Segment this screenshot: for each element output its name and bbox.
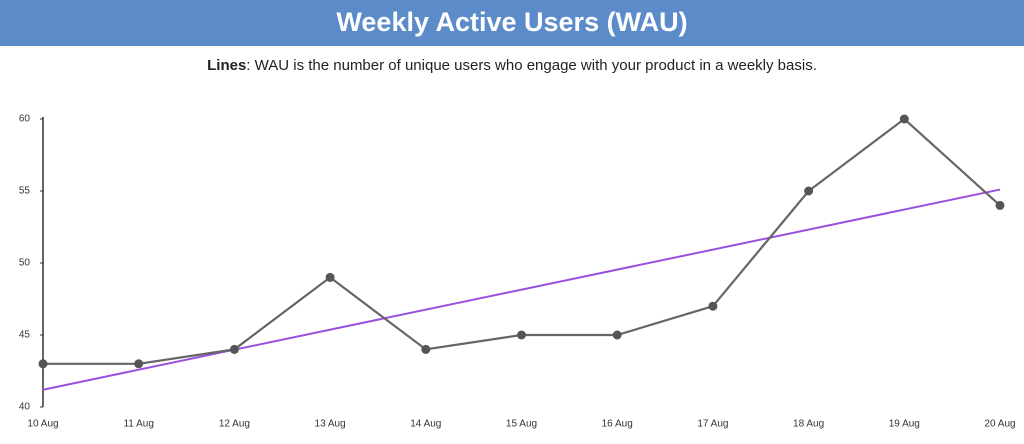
data-point: [804, 186, 814, 196]
x-tick-label: 18 Aug: [793, 419, 824, 430]
x-tick-label: 16 Aug: [602, 419, 633, 430]
data-line: [43, 117, 1001, 365]
x-tick-label: 15 Aug: [506, 419, 537, 430]
data-point: [38, 359, 48, 369]
subtitle-label: Lines: [207, 57, 246, 74]
y-tick-label: 40: [19, 402, 31, 413]
x-tick-label: 12 Aug: [219, 419, 250, 430]
y-tick-label: 45: [19, 330, 31, 341]
data-point: [899, 114, 909, 124]
data-point: [517, 330, 526, 340]
data-point: [995, 200, 1005, 210]
subtitle-text: : WAU is the number of unique users who …: [246, 57, 817, 74]
data-point: [325, 272, 335, 282]
data-point: [134, 359, 144, 369]
data-point: [229, 344, 239, 354]
chart-title: Weekly Active Users (WAU): [336, 7, 687, 37]
data-point: [708, 301, 718, 311]
x-tick-label: 13 Aug: [315, 419, 346, 430]
x-tick-label: 11 Aug: [123, 419, 153, 430]
y-tick-label: 50: [19, 258, 31, 269]
x-tick-label: 10 Aug: [27, 419, 58, 430]
y-tick-label: 60: [19, 114, 31, 125]
data-point: [421, 344, 431, 354]
header-bar: [0, 0, 1024, 46]
y-tick-label: 55: [19, 186, 31, 197]
x-tick-label: 14 Aug: [410, 419, 441, 430]
x-tick-label: 17 Aug: [697, 419, 728, 430]
x-tick-label: 19 Aug: [889, 419, 920, 430]
x-tick-label: 20 Aug: [984, 419, 1015, 430]
trend-line: [42, 188, 1001, 391]
chart-subtitle: Lines: WAU is the number of unique users…: [207, 57, 817, 74]
data-point: [612, 330, 622, 340]
